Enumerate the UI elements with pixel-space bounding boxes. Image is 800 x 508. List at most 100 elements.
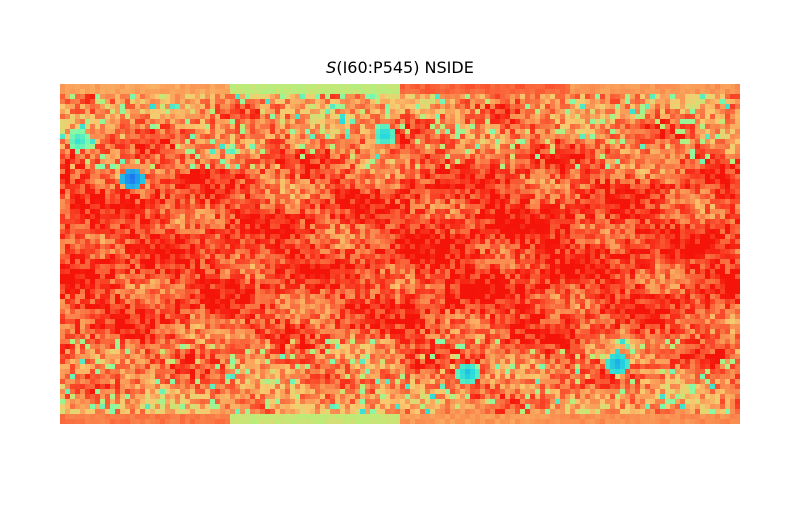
map-pixel [555, 139, 561, 145]
map-pixel [725, 129, 731, 135]
map-pixel [735, 219, 740, 225]
map-pixel [475, 249, 481, 255]
map-pixel [75, 149, 81, 155]
map-pixel [110, 174, 116, 180]
map-pixel [700, 149, 706, 155]
map-pixel [710, 179, 716, 185]
map-pixel [545, 204, 551, 210]
map-pixel [655, 134, 661, 140]
map-pixel [335, 224, 341, 230]
map-pixel [90, 204, 96, 210]
map-pixel [435, 194, 441, 200]
map-pixel [720, 139, 726, 145]
map-pixel [295, 199, 301, 205]
map-pixel [145, 104, 151, 110]
map-pixel [620, 159, 626, 165]
map-pixel [425, 184, 431, 190]
map-pixel [195, 249, 201, 255]
map-pixel [330, 144, 336, 150]
map-pixel [250, 249, 256, 255]
map-pixel [350, 234, 356, 240]
map-pixel [445, 84, 451, 90]
map-pixel [160, 219, 166, 225]
map-pixel [705, 144, 711, 150]
map-pixel [290, 189, 296, 195]
map-pixel [585, 144, 591, 150]
map-pixel [615, 234, 621, 240]
map-pixel [330, 224, 336, 230]
map-pixel [565, 154, 571, 160]
map-pixel [440, 159, 446, 165]
title-symbol: S [326, 58, 337, 77]
map-pixel [545, 219, 551, 225]
map-pixel [450, 229, 456, 235]
map-pixel [605, 244, 611, 250]
map-pixel [655, 224, 661, 230]
map-pixel [270, 124, 276, 130]
map-pixel [360, 139, 366, 145]
map-pixel [280, 229, 286, 235]
map-pixel [495, 154, 501, 160]
map-pixel [345, 159, 351, 165]
map-pixel [410, 169, 416, 175]
map-pixel [85, 239, 91, 245]
map-pixel [725, 89, 731, 95]
map-pixel [415, 109, 421, 115]
map-pixel [720, 189, 726, 195]
map-pixel [560, 259, 566, 265]
map-pixel [485, 164, 491, 170]
map-pixel [385, 249, 391, 255]
map-pixel [480, 109, 486, 115]
map-pixel [715, 219, 721, 225]
map-pixel [325, 189, 331, 195]
map-pixel [640, 164, 646, 170]
map-pixel [585, 189, 591, 195]
map-pixel [165, 184, 171, 190]
map-pixel [140, 259, 146, 265]
map-pixel [430, 129, 436, 135]
map-pixel [230, 189, 236, 195]
map-pixel [290, 164, 296, 170]
map-pixel [680, 149, 686, 155]
map-pixel [600, 104, 606, 110]
map-pixel [660, 104, 666, 110]
map-pixel [540, 139, 546, 145]
map-pixel [670, 194, 676, 200]
map-pixel [565, 159, 571, 165]
map-pixel [655, 124, 661, 130]
map-pixel [605, 134, 611, 140]
map-pixel [520, 129, 526, 135]
map-pixel [370, 194, 376, 200]
map-pixel [220, 174, 226, 180]
map-pixel [80, 219, 86, 225]
map-pixel [525, 204, 531, 210]
map-pixel [320, 179, 326, 185]
map-pixel [80, 84, 86, 90]
map-pixel [65, 264, 71, 270]
map-pixel [65, 254, 71, 260]
map-pixel [585, 119, 591, 125]
map-pixel [500, 114, 506, 120]
map-pixel [670, 159, 676, 165]
map-pixel [710, 199, 716, 205]
map-pixel [260, 99, 266, 105]
map-pixel [450, 194, 456, 200]
map-pixel [155, 144, 161, 150]
map-pixel [580, 194, 586, 200]
map-pixel [645, 114, 651, 120]
map-pixel [420, 174, 426, 180]
map-pixel [445, 219, 451, 225]
map-pixel [210, 169, 216, 175]
map-pixel [430, 139, 436, 145]
map-pixel [615, 244, 621, 250]
map-pixel [640, 119, 646, 125]
map-pixel [645, 124, 651, 130]
map-pixel [690, 94, 696, 100]
map-pixel [105, 209, 111, 215]
map-pixel [565, 189, 571, 195]
map-pixel [460, 259, 466, 265]
map-pixel [510, 179, 516, 185]
map-pixel [700, 179, 706, 185]
map-pixel [145, 184, 151, 190]
map-pixel [630, 174, 636, 180]
